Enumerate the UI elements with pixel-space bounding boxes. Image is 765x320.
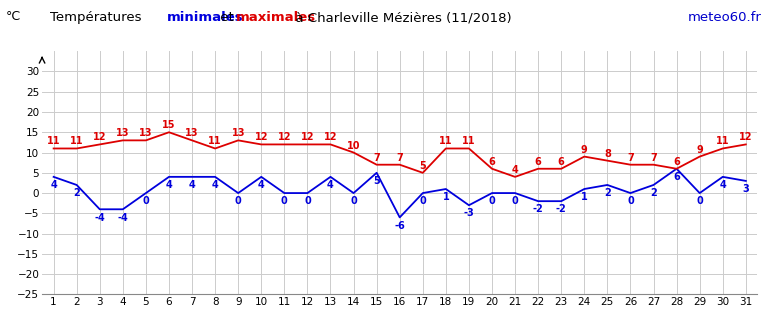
Text: 4: 4 <box>165 180 172 190</box>
Text: °C: °C <box>6 10 21 23</box>
Text: 6: 6 <box>558 157 565 167</box>
Text: 11: 11 <box>70 136 83 147</box>
Text: 12: 12 <box>93 132 106 142</box>
Text: -3: -3 <box>464 208 474 219</box>
Text: 5: 5 <box>419 161 426 171</box>
Text: 1: 1 <box>581 192 588 202</box>
Text: 11: 11 <box>716 136 730 147</box>
Text: 0: 0 <box>627 196 634 206</box>
Text: 9: 9 <box>581 145 588 155</box>
Text: 12: 12 <box>739 132 753 142</box>
Text: meteo60.fr: meteo60.fr <box>687 11 761 24</box>
Text: 0: 0 <box>489 196 496 206</box>
Text: 13: 13 <box>232 128 245 138</box>
Text: 4: 4 <box>50 180 57 190</box>
Text: 13: 13 <box>116 128 129 138</box>
Text: 7: 7 <box>627 153 634 163</box>
Text: 0: 0 <box>281 196 288 206</box>
Text: 0: 0 <box>512 196 519 206</box>
Text: 2: 2 <box>73 188 80 198</box>
Text: 4: 4 <box>258 180 265 190</box>
Text: 0: 0 <box>419 196 426 206</box>
Text: 2: 2 <box>604 188 610 198</box>
Text: 0: 0 <box>350 196 357 206</box>
Text: 9: 9 <box>696 145 703 155</box>
Text: -2: -2 <box>532 204 543 214</box>
Text: maximales: maximales <box>236 11 316 24</box>
Text: 15: 15 <box>162 120 176 130</box>
Text: 12: 12 <box>278 132 291 142</box>
Text: minimales: minimales <box>167 11 243 24</box>
Text: 12: 12 <box>255 132 268 142</box>
Text: 6: 6 <box>673 157 680 167</box>
Text: 13: 13 <box>139 128 153 138</box>
Text: 4: 4 <box>327 180 334 190</box>
Text: -2: -2 <box>556 204 567 214</box>
Text: 8: 8 <box>604 148 610 159</box>
Text: 5: 5 <box>373 176 380 186</box>
Text: 2: 2 <box>650 188 657 198</box>
Text: -4: -4 <box>118 212 129 222</box>
Text: -6: -6 <box>394 220 405 231</box>
Text: 0: 0 <box>304 196 311 206</box>
Text: 6: 6 <box>535 157 542 167</box>
Text: 7: 7 <box>650 153 657 163</box>
Text: 11: 11 <box>462 136 476 147</box>
Text: 7: 7 <box>396 153 403 163</box>
Text: 0: 0 <box>142 196 149 206</box>
Text: 11: 11 <box>47 136 60 147</box>
Text: 1: 1 <box>442 192 449 202</box>
Text: et: et <box>216 11 238 24</box>
Text: à Charleville Mézières (11/2018): à Charleville Mézières (11/2018) <box>287 11 512 24</box>
Text: 4: 4 <box>719 180 726 190</box>
Text: -4: -4 <box>94 212 105 222</box>
Text: 11: 11 <box>439 136 453 147</box>
Text: 7: 7 <box>373 153 380 163</box>
Text: 4: 4 <box>512 165 519 175</box>
Text: 12: 12 <box>324 132 337 142</box>
Text: 4: 4 <box>189 180 195 190</box>
Text: 3: 3 <box>743 184 749 194</box>
Text: 0: 0 <box>235 196 242 206</box>
Text: 12: 12 <box>301 132 314 142</box>
Text: 10: 10 <box>347 140 360 150</box>
Text: 11: 11 <box>208 136 222 147</box>
Text: 6: 6 <box>489 157 496 167</box>
Text: 0: 0 <box>696 196 703 206</box>
Text: Températures: Températures <box>50 11 150 24</box>
Text: 4: 4 <box>212 180 219 190</box>
Text: 13: 13 <box>185 128 199 138</box>
Text: 6: 6 <box>673 172 680 182</box>
